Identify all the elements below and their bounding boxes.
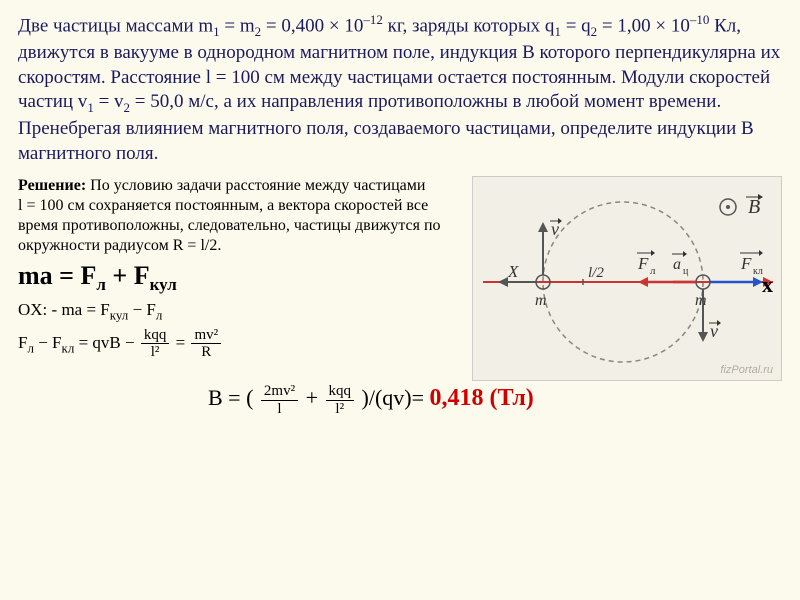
newton-equation: ma = Fл + Fкул (18, 260, 462, 295)
svg-text:m: m (695, 292, 707, 309)
force-balance: Fл − Fкл = qvB − kqql² = mv²R (18, 327, 462, 361)
physics-diagram: B v v X m m l/2 F л a ц (472, 176, 782, 381)
svg-text:F: F (740, 254, 752, 273)
svg-text:v: v (551, 219, 559, 239)
svg-text:v: v (710, 321, 718, 341)
svg-text:л: л (650, 265, 656, 277)
svg-text:m: m (535, 292, 547, 309)
svg-text:X: X (507, 262, 519, 281)
svg-text:a: a (673, 256, 681, 273)
svg-text:ц: ц (683, 266, 689, 277)
problem-statement: Две частицы массами m1 = m2 = 0,400 × 10… (18, 12, 782, 166)
ox-projection: OX: - ma = Fкул − Fл (18, 299, 462, 324)
solution-label: Решение: (18, 177, 90, 194)
answer-value: 0,418 (Тл) (430, 386, 534, 412)
solution-text: Решение: По условию задачи расстояние ме… (18, 176, 462, 381)
watermark: fizPortal.ru (720, 364, 773, 376)
svg-text:l/2: l/2 (588, 265, 604, 281)
axis-x-label: x (762, 272, 773, 298)
final-result: B = ( 2mv²l + kqql² )/(qv)= 0,418 (Тл) (18, 383, 782, 417)
svg-text:F: F (637, 254, 649, 273)
